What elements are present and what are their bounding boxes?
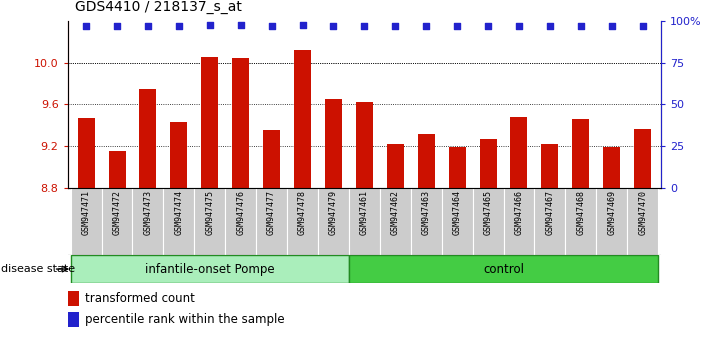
- Bar: [318, 188, 349, 255]
- Bar: [603, 147, 620, 188]
- Bar: [627, 188, 658, 255]
- Text: percentile rank within the sample: percentile rank within the sample: [85, 313, 285, 326]
- Bar: [380, 188, 411, 255]
- Point: [142, 23, 154, 29]
- Bar: [510, 117, 528, 188]
- Bar: [109, 151, 126, 188]
- Point: [173, 23, 185, 29]
- Point: [235, 22, 247, 27]
- Bar: [325, 99, 342, 188]
- Bar: [102, 188, 132, 255]
- Text: GSM947471: GSM947471: [82, 190, 90, 235]
- Bar: [68, 291, 80, 306]
- Bar: [479, 139, 496, 188]
- Point: [513, 23, 525, 29]
- Bar: [356, 102, 373, 188]
- Point: [297, 22, 309, 27]
- Text: control: control: [483, 263, 524, 275]
- Text: GSM947479: GSM947479: [329, 190, 338, 235]
- Text: GDS4410 / 218137_s_at: GDS4410 / 218137_s_at: [75, 0, 242, 14]
- Bar: [597, 188, 627, 255]
- Bar: [541, 144, 558, 188]
- Bar: [634, 130, 651, 188]
- Bar: [449, 147, 466, 188]
- Text: GSM947469: GSM947469: [607, 190, 616, 235]
- Bar: [77, 118, 95, 188]
- Bar: [349, 188, 380, 255]
- Point: [390, 23, 401, 29]
- Bar: [349, 255, 658, 283]
- Text: GSM947462: GSM947462: [391, 190, 400, 235]
- Point: [204, 22, 215, 27]
- Text: GSM947477: GSM947477: [267, 190, 276, 235]
- Bar: [201, 57, 218, 188]
- Point: [266, 23, 277, 29]
- Point: [80, 23, 92, 29]
- Bar: [70, 255, 349, 283]
- Point: [451, 23, 463, 29]
- Point: [544, 23, 555, 29]
- Text: GSM947467: GSM947467: [545, 190, 555, 235]
- Bar: [164, 188, 194, 255]
- Point: [606, 23, 617, 29]
- Text: GSM947474: GSM947474: [174, 190, 183, 235]
- Text: transformed count: transformed count: [85, 292, 196, 305]
- Bar: [387, 144, 404, 188]
- Bar: [411, 188, 442, 255]
- Bar: [70, 188, 102, 255]
- Bar: [535, 188, 565, 255]
- Bar: [139, 89, 156, 188]
- Text: GSM947478: GSM947478: [298, 190, 307, 235]
- Text: GSM947475: GSM947475: [205, 190, 214, 235]
- Bar: [418, 133, 434, 188]
- Text: disease state: disease state: [1, 264, 75, 274]
- Point: [358, 23, 370, 29]
- Text: GSM947472: GSM947472: [112, 190, 122, 235]
- Bar: [194, 188, 225, 255]
- Bar: [294, 50, 311, 188]
- Bar: [256, 188, 287, 255]
- Text: GSM947468: GSM947468: [577, 190, 585, 235]
- Text: GSM947466: GSM947466: [515, 190, 523, 235]
- Bar: [442, 188, 473, 255]
- Bar: [68, 312, 80, 327]
- Bar: [565, 188, 597, 255]
- Text: infantile-onset Pompe: infantile-onset Pompe: [145, 263, 274, 275]
- Text: GSM947473: GSM947473: [144, 190, 152, 235]
- Point: [328, 23, 339, 29]
- Point: [575, 23, 587, 29]
- Point: [112, 23, 123, 29]
- Bar: [572, 119, 589, 188]
- Point: [482, 23, 493, 29]
- Text: GSM947461: GSM947461: [360, 190, 369, 235]
- Bar: [171, 122, 188, 188]
- Point: [420, 23, 432, 29]
- Text: GSM947463: GSM947463: [422, 190, 431, 235]
- Text: GSM947465: GSM947465: [483, 190, 493, 235]
- Bar: [232, 58, 250, 188]
- Point: [637, 23, 648, 29]
- Bar: [287, 188, 318, 255]
- Bar: [132, 188, 164, 255]
- Bar: [225, 188, 256, 255]
- Bar: [503, 188, 535, 255]
- Text: GSM947470: GSM947470: [638, 190, 647, 235]
- Bar: [473, 188, 503, 255]
- Bar: [263, 130, 280, 188]
- Text: GSM947476: GSM947476: [236, 190, 245, 235]
- Text: GSM947464: GSM947464: [453, 190, 461, 235]
